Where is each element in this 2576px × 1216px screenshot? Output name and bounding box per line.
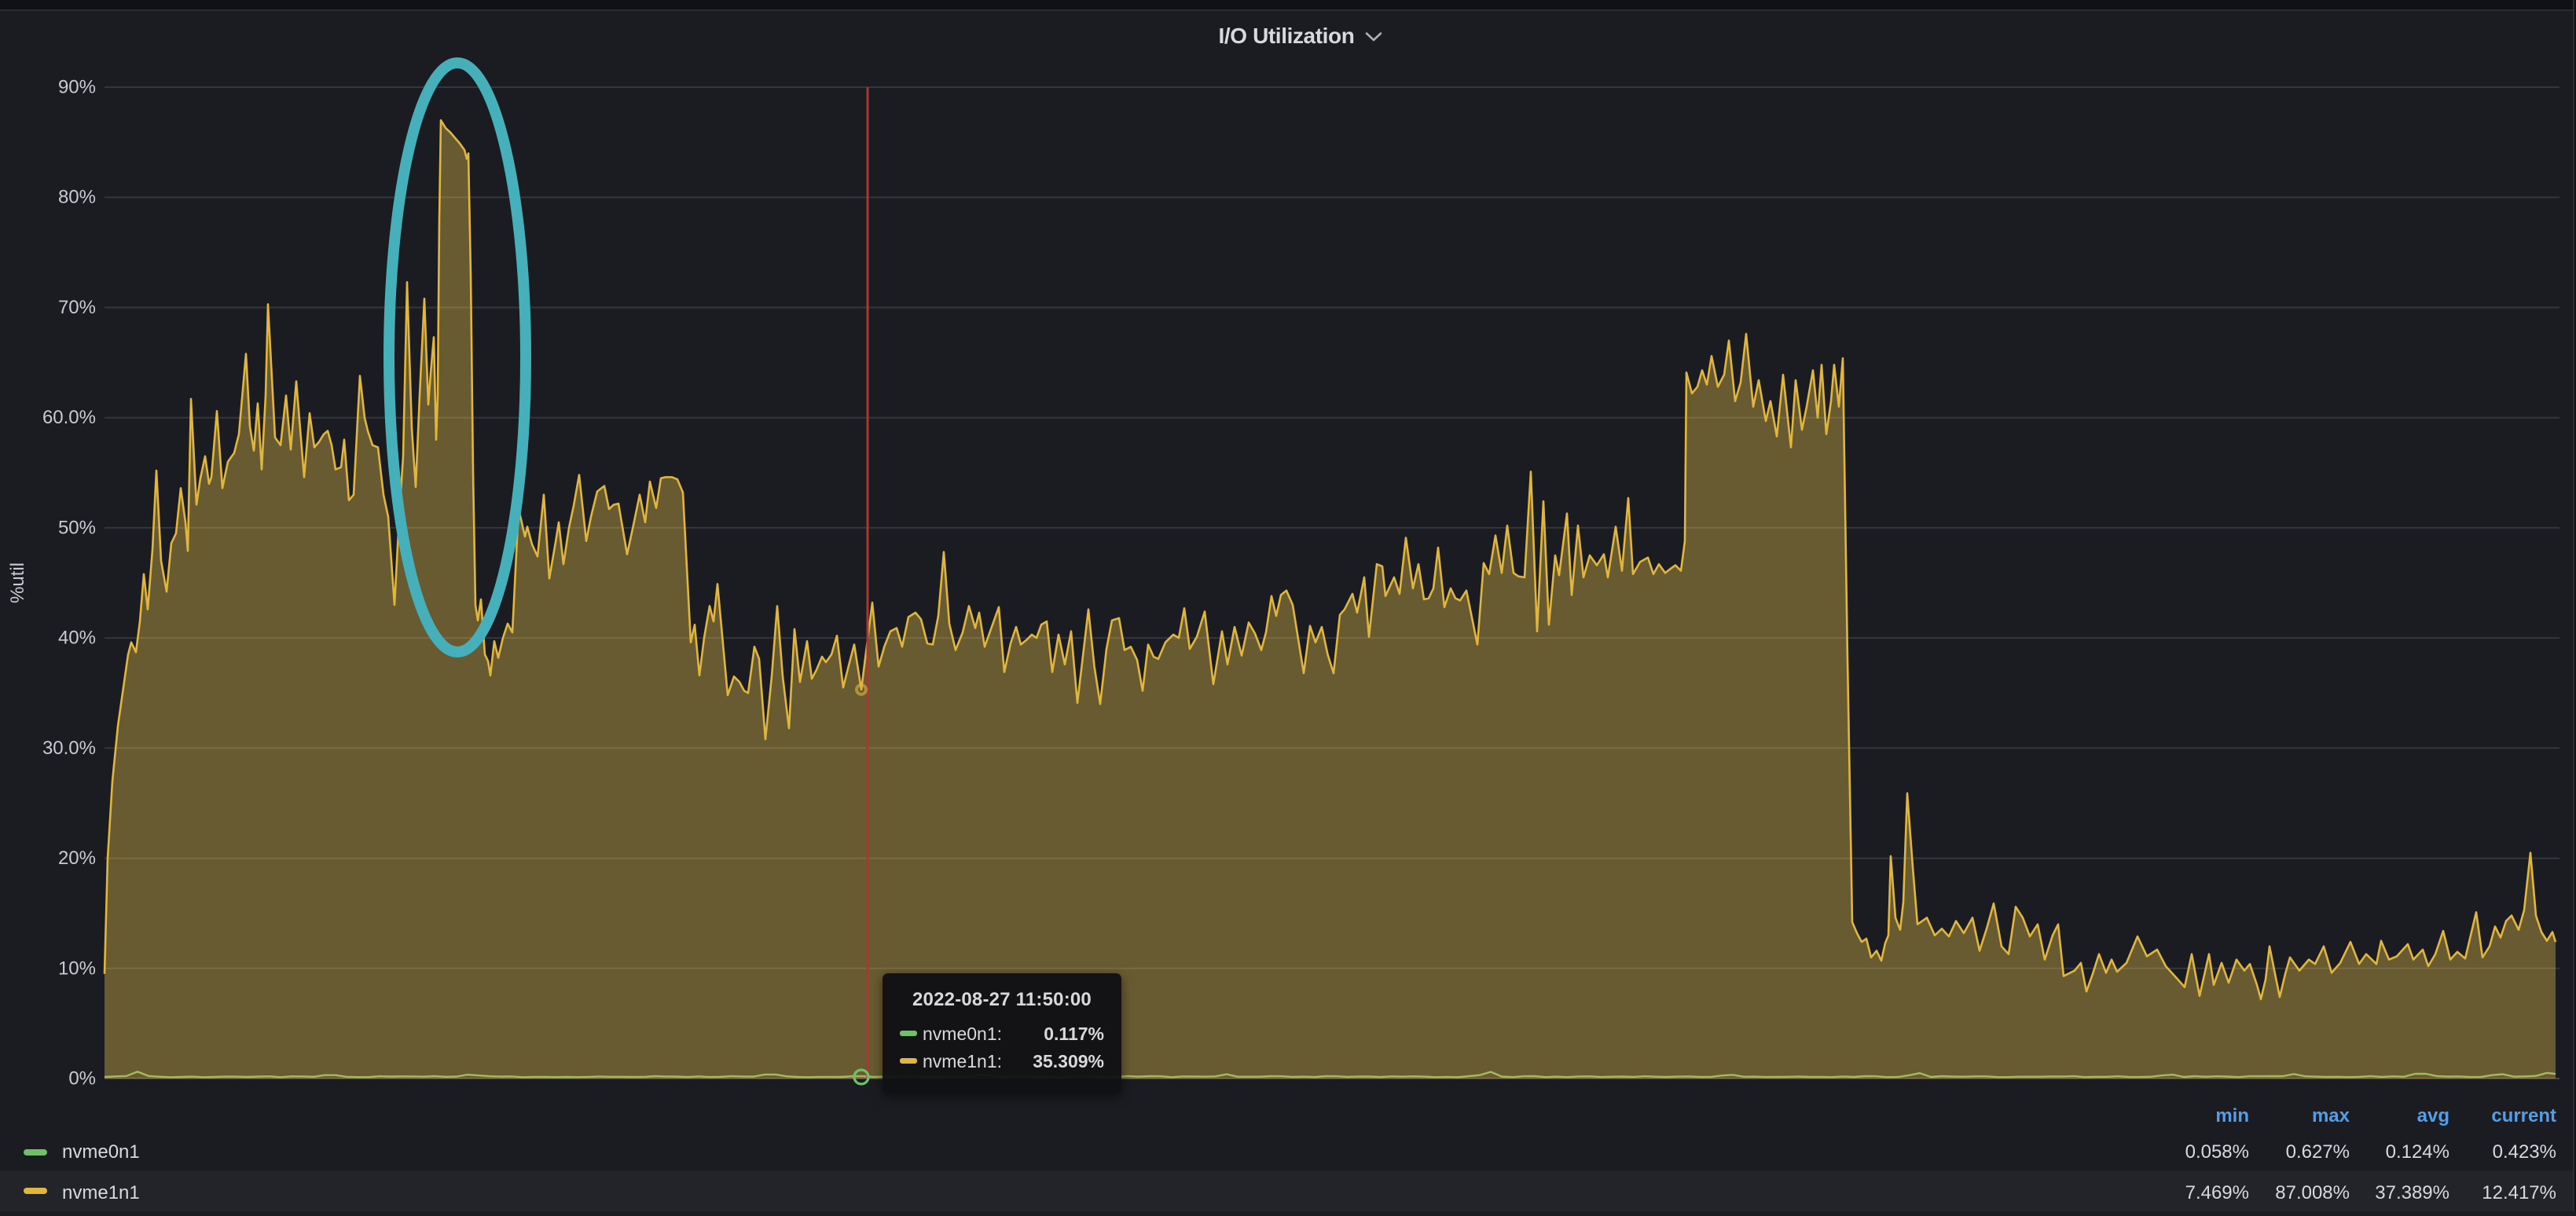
svg-text:%util: %util <box>7 562 28 603</box>
svg-text:0%: 0% <box>68 1068 96 1090</box>
svg-text:60.0%: 60.0% <box>42 407 96 428</box>
svg-text:40%: 40% <box>58 628 96 649</box>
svg-text:50%: 50% <box>58 517 96 538</box>
svg-text:10%: 10% <box>58 958 96 979</box>
svg-text:90%: 90% <box>58 77 96 98</box>
svg-text:20%: 20% <box>58 848 96 869</box>
svg-text:70%: 70% <box>58 297 96 318</box>
svg-text:80%: 80% <box>58 187 96 208</box>
svg-text:30.0%: 30.0% <box>42 738 96 759</box>
